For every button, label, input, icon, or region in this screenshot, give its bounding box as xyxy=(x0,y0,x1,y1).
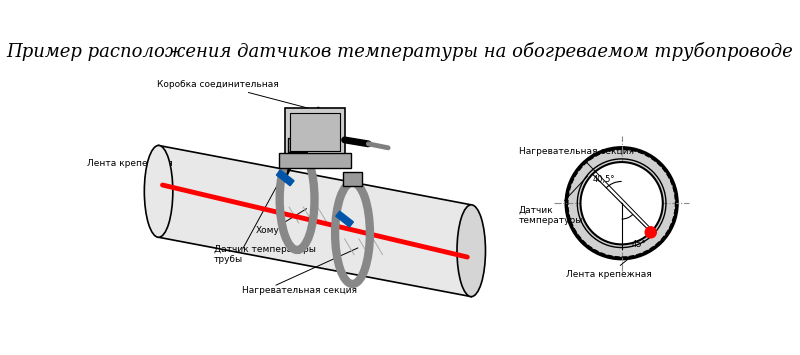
FancyBboxPatch shape xyxy=(290,113,340,151)
Text: Лента крепежная: Лента крепежная xyxy=(87,153,173,168)
Ellipse shape xyxy=(457,205,486,297)
Text: Хомут: Хомут xyxy=(256,209,306,235)
Circle shape xyxy=(581,162,662,244)
FancyBboxPatch shape xyxy=(287,137,306,152)
Circle shape xyxy=(566,148,677,259)
Ellipse shape xyxy=(144,146,173,237)
FancyBboxPatch shape xyxy=(343,171,362,186)
FancyBboxPatch shape xyxy=(286,108,345,156)
FancyBboxPatch shape xyxy=(336,211,354,227)
Text: Нагревательная секция: Нагревательная секция xyxy=(518,147,649,226)
Text: Пример расположения датчиков температуры на обогреваемом трубопроводе: Пример расположения датчиков температуры… xyxy=(6,42,794,61)
Text: 40,5°: 40,5° xyxy=(593,175,615,184)
Polygon shape xyxy=(158,146,471,297)
Text: 45°: 45° xyxy=(632,240,646,249)
Text: Нагревательная секция: Нагревательная секция xyxy=(242,286,357,295)
Text: Лента крепежная: Лента крепежная xyxy=(566,256,652,279)
Circle shape xyxy=(646,227,656,238)
Text: Датчик
температуры: Датчик температуры xyxy=(518,176,587,225)
Text: Датчик температуры
трубы: Датчик температуры трубы xyxy=(214,245,316,264)
FancyBboxPatch shape xyxy=(279,153,351,168)
Text: Коробка соединительная: Коробка соединительная xyxy=(157,80,312,109)
FancyBboxPatch shape xyxy=(277,170,294,186)
